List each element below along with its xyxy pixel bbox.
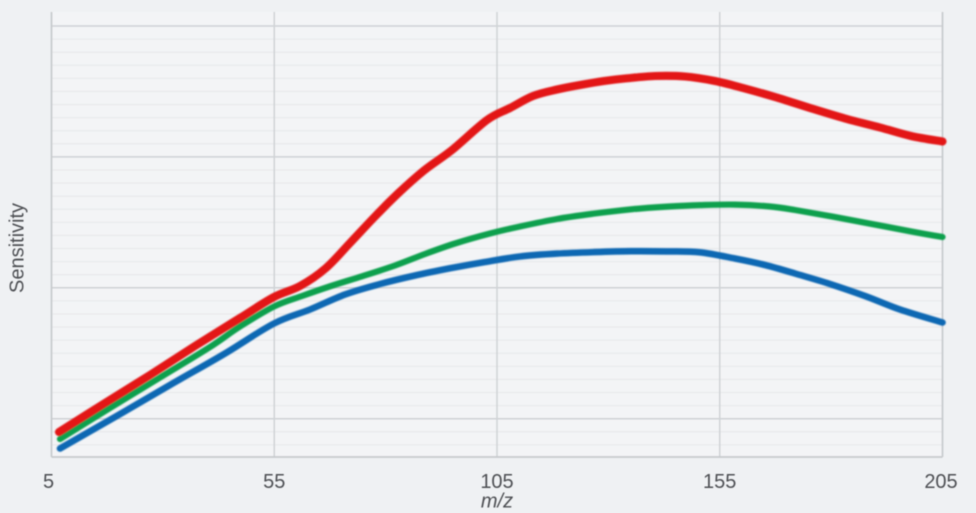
svg-text:55: 55 [263, 471, 285, 493]
svg-text:155: 155 [703, 471, 736, 493]
svg-text:m/z: m/z [481, 491, 513, 513]
svg-text:Sensitivity: Sensitivity [7, 203, 29, 293]
svg-text:105: 105 [480, 471, 513, 493]
svg-text:205: 205 [924, 471, 957, 493]
svg-text:5: 5 [43, 471, 54, 493]
